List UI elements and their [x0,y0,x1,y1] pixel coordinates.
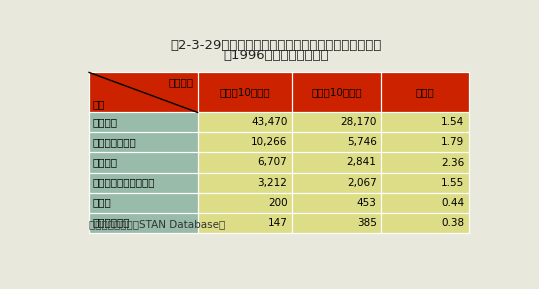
Bar [89,153,198,173]
Text: 2,067: 2,067 [347,177,377,188]
Text: 資料：ＯＥＣＤ「STAN Database」: 資料：ＯＥＣＤ「STAN Database」 [89,219,225,229]
Text: 2.36: 2.36 [441,158,464,168]
Text: 第2-3-29表　我が国のハイテク産業の産業別貿易収支: 第2-3-29表 我が国のハイテク産業の産業別貿易収支 [170,39,382,52]
Text: 147: 147 [267,218,287,227]
Bar [198,192,469,212]
Text: 全製造業: 全製造業 [92,117,117,127]
Text: 0.44: 0.44 [441,198,464,208]
Text: 通信機器: 通信機器 [92,158,117,168]
Text: 6,707: 6,707 [258,158,287,168]
Text: 輸出入額: 輸出入額 [169,77,194,87]
Bar [198,212,469,233]
Text: 収支比: 収支比 [416,88,434,97]
Text: 輸入（10億円）: 輸入（10億円） [312,88,362,97]
Text: 3,212: 3,212 [258,177,287,188]
Text: 453: 453 [357,198,377,208]
Text: 200: 200 [268,198,287,208]
Text: 1.55: 1.55 [441,177,464,188]
Text: 事務機器・電子計算機: 事務機器・電子計算機 [92,177,155,188]
Text: 産業: 産業 [92,99,105,109]
Text: 2,841: 2,841 [347,158,377,168]
Bar [89,212,198,233]
Bar [198,132,469,153]
Text: 43,470: 43,470 [251,117,287,127]
Text: 5,746: 5,746 [347,138,377,147]
Text: 輸出（10億円）: 輸出（10億円） [219,88,270,97]
Text: ハイテク産業計: ハイテク産業計 [92,138,136,147]
Bar [89,73,469,112]
Bar [89,192,198,212]
Bar [89,173,198,192]
Text: 385: 385 [357,218,377,227]
Bar [198,173,469,192]
Text: 1.79: 1.79 [441,138,464,147]
Text: 航空・宇宙．: 航空・宇宙． [92,218,130,227]
Text: 10,266: 10,266 [251,138,287,147]
Text: 医薬品: 医薬品 [92,198,111,208]
Text: 28,170: 28,170 [340,117,377,127]
Text: 1.54: 1.54 [441,117,464,127]
Bar [198,153,469,173]
Bar [198,112,469,132]
Text: （1996年（平成８年））: （1996年（平成８年）） [223,49,329,62]
Bar [89,112,198,132]
Text: 0.38: 0.38 [441,218,464,227]
Bar [89,132,198,153]
